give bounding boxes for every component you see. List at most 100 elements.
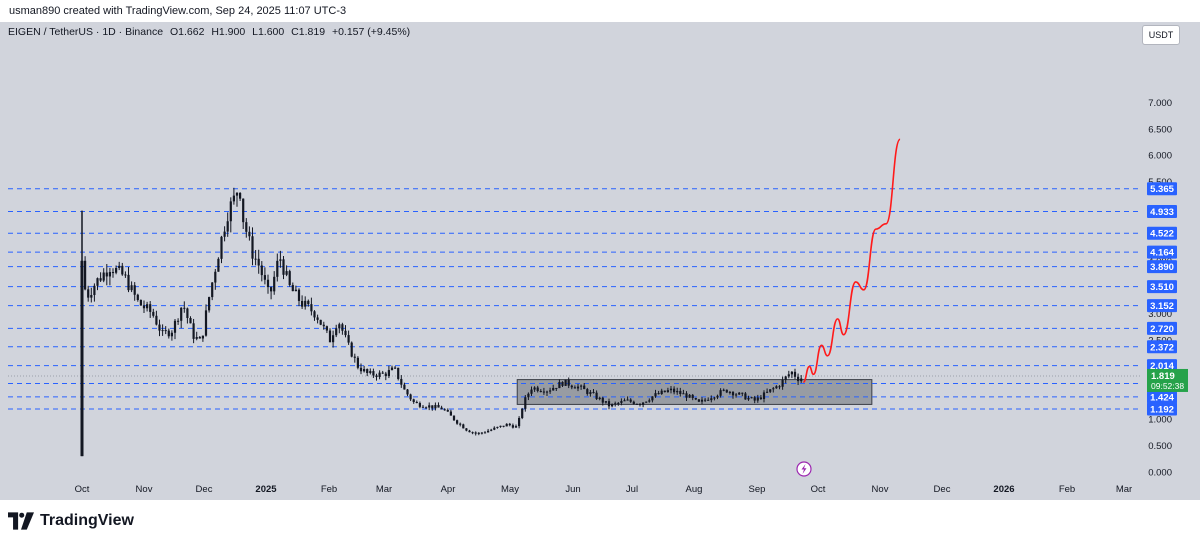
candle-body bbox=[263, 275, 266, 280]
candle-body bbox=[707, 399, 710, 401]
candle-body bbox=[183, 307, 186, 309]
candle-body bbox=[418, 403, 421, 407]
candle-body bbox=[440, 407, 443, 410]
candle-body bbox=[189, 318, 192, 324]
candle-body bbox=[728, 391, 731, 393]
candle-body bbox=[555, 387, 558, 389]
candle-body bbox=[756, 397, 759, 401]
candle-body bbox=[409, 394, 412, 400]
symbol-name: EIGEN / TetherUS · 1D · Binance bbox=[8, 26, 164, 38]
candle-body bbox=[561, 381, 564, 386]
candle-body bbox=[583, 385, 586, 390]
candle-body bbox=[496, 426, 499, 428]
projection-path[interactable] bbox=[802, 138, 901, 384]
candle-body bbox=[623, 400, 626, 402]
candle-body bbox=[127, 274, 130, 291]
level-label-bg bbox=[1147, 226, 1177, 240]
plot-background bbox=[0, 22, 1200, 500]
candle-body bbox=[381, 372, 384, 374]
candle-body bbox=[524, 397, 527, 409]
candle-body bbox=[406, 389, 409, 395]
candle-body bbox=[96, 278, 99, 286]
level-label-bg bbox=[1147, 402, 1177, 416]
x-tick-label: Dec bbox=[196, 484, 213, 495]
x-tick-label: 2026 bbox=[993, 484, 1014, 495]
x-tick-label: Jun bbox=[565, 484, 580, 495]
price-chart[interactable]: 0.0000.5001.0001.5002.0002.5003.0003.500… bbox=[0, 22, 1200, 500]
candle-body bbox=[638, 404, 642, 406]
candle-body bbox=[449, 411, 452, 416]
candle-body bbox=[235, 192, 239, 196]
candle-body bbox=[198, 336, 201, 339]
candle-body bbox=[90, 295, 93, 298]
low-value: L1.600 bbox=[252, 26, 285, 38]
candle-body bbox=[539, 391, 542, 393]
candle-body bbox=[766, 391, 769, 393]
candle-body bbox=[350, 342, 353, 357]
candle-body bbox=[347, 335, 350, 343]
candle-body bbox=[635, 403, 638, 405]
candle-body bbox=[753, 397, 756, 401]
x-tick-label: May bbox=[501, 484, 519, 495]
candle-body bbox=[335, 328, 338, 336]
candle-body bbox=[518, 417, 521, 427]
level-label: 2.372 bbox=[1150, 342, 1174, 353]
candle-body bbox=[195, 336, 198, 339]
candle-body bbox=[778, 386, 781, 388]
candle-body bbox=[781, 379, 784, 387]
candle-body bbox=[108, 272, 111, 277]
candle-body bbox=[266, 279, 270, 288]
y-tick-label: 1.000 bbox=[1148, 415, 1172, 426]
level-label: 4.933 bbox=[1150, 207, 1174, 218]
candle-body bbox=[170, 332, 173, 337]
candle-body bbox=[378, 372, 381, 377]
candle-body bbox=[105, 272, 108, 277]
candle-body bbox=[533, 387, 536, 390]
candle-body bbox=[341, 324, 344, 331]
level-label: 4.522 bbox=[1150, 229, 1174, 240]
candle-body bbox=[514, 426, 518, 428]
currency-button[interactable]: USDT bbox=[1142, 25, 1180, 45]
countdown-label: 09:52:38 bbox=[1151, 381, 1184, 391]
candle-body bbox=[725, 389, 728, 393]
candle-body bbox=[394, 367, 397, 369]
candle-body bbox=[431, 405, 434, 409]
candle-body bbox=[487, 430, 490, 433]
candle-body bbox=[288, 271, 291, 286]
candle-body bbox=[307, 300, 310, 305]
candle-body bbox=[682, 393, 685, 395]
candle-body bbox=[155, 315, 158, 325]
candle-body bbox=[651, 396, 654, 401]
candle-body bbox=[211, 282, 214, 298]
candle-body bbox=[291, 285, 294, 292]
candle-body bbox=[84, 260, 87, 290]
candle-body bbox=[797, 376, 800, 382]
candle-body bbox=[793, 371, 797, 377]
candle-body bbox=[704, 399, 707, 401]
tradingview-logo[interactable]: TradingView bbox=[8, 512, 134, 530]
candle-body bbox=[208, 297, 211, 311]
candle-body bbox=[130, 285, 133, 291]
footer: TradingView bbox=[0, 500, 1200, 545]
candle-body bbox=[421, 406, 425, 408]
chart-frame[interactable]: 0.0000.5001.0001.5002.0002.5003.0003.500… bbox=[0, 22, 1200, 500]
candle-body bbox=[614, 403, 617, 405]
candle-body bbox=[276, 260, 279, 277]
candle-body bbox=[580, 385, 583, 387]
candle-body bbox=[459, 423, 462, 425]
candle-body bbox=[322, 324, 325, 327]
candle-body bbox=[564, 379, 567, 386]
candle-body bbox=[313, 311, 316, 318]
candle-body bbox=[474, 432, 477, 434]
candle-body bbox=[592, 392, 595, 394]
candle-body bbox=[694, 398, 697, 400]
candle-body bbox=[567, 379, 570, 386]
candle-body bbox=[220, 236, 223, 259]
candle-body bbox=[180, 307, 183, 321]
level-label: 1.424 bbox=[1150, 392, 1174, 403]
candle-body bbox=[632, 401, 635, 404]
candle-body bbox=[787, 374, 790, 377]
candle-body bbox=[325, 326, 328, 331]
level-label: 3.152 bbox=[1150, 301, 1174, 312]
candle-body bbox=[356, 357, 359, 368]
